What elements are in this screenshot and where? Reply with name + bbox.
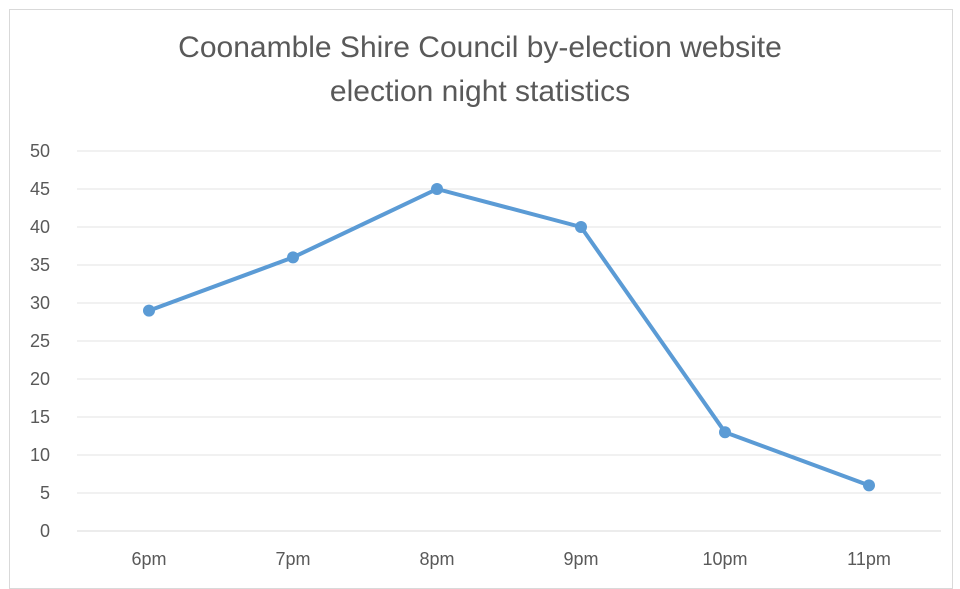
y-tick-label: 30	[30, 293, 50, 313]
y-tick-label: 0	[40, 521, 50, 541]
gridlines	[77, 150, 941, 532]
y-tick-label: 50	[30, 141, 50, 161]
chart-title-line-1: Coonamble Shire Council by-election webs…	[178, 31, 782, 64]
data-point-6pm	[143, 304, 155, 317]
x-tick-label: 10pm	[702, 549, 747, 569]
y-tick-label: 35	[30, 255, 50, 275]
data-point-7pm	[287, 251, 299, 264]
y-tick-label: 20	[30, 369, 50, 389]
chart-title-line-2: election night statistics	[329, 75, 631, 108]
series-line	[147, 187, 871, 488]
y-axis-tick-labels: 0 5 10 15 20 25 30 35 40 45 50	[30, 141, 50, 541]
x-tick-label: 8pm	[419, 549, 454, 569]
data-point-10pm	[719, 426, 731, 439]
x-tick-label: 7pm	[275, 549, 310, 569]
y-tick-label: 25	[30, 331, 50, 351]
y-tick-label: 10	[30, 445, 50, 465]
series-group	[143, 183, 875, 492]
data-point-9pm	[575, 221, 587, 233]
chart-title: Coonamble Shire Council by-election webs…	[0, 26, 960, 114]
y-tick-label: 40	[30, 217, 50, 237]
data-point-8pm	[431, 183, 443, 195]
data-point-11pm	[863, 479, 875, 492]
y-tick-label: 15	[30, 407, 50, 427]
chart-frame	[9, 9, 953, 589]
y-tick-label: 5	[40, 483, 50, 503]
y-tick-label: 45	[30, 179, 50, 199]
x-tick-label: 9pm	[563, 549, 598, 569]
x-tick-label: 11pm	[847, 549, 891, 569]
x-tick-label: 6pm	[131, 549, 166, 569]
x-axis-tick-labels: 6pm 7pm 8pm 9pm 10pm 11pm	[131, 549, 890, 569]
